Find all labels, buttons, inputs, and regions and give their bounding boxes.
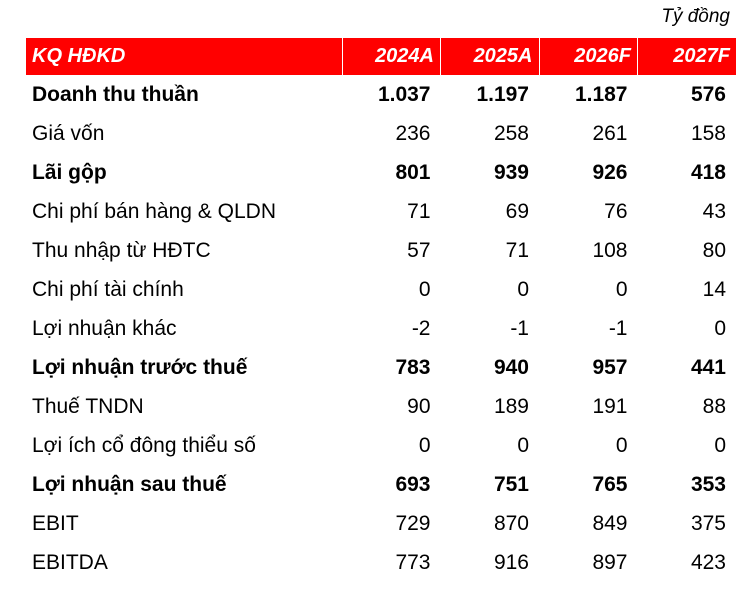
row-label: Thuế TNDN <box>32 394 144 418</box>
row-value: 80 <box>702 238 726 262</box>
row-value: 0 <box>418 433 431 457</box>
row-value: 576 <box>690 82 726 106</box>
row-value: 0 <box>714 433 726 457</box>
header-year: 2025A <box>440 38 540 75</box>
row-value: 108 <box>592 238 628 262</box>
row-value: -2 <box>411 316 431 340</box>
unit-label: Tỷ đồng <box>661 6 730 27</box>
row-value: 14 <box>702 277 726 301</box>
table-row: Thu nhập từ HĐTC 57 71 108 80 <box>26 231 736 270</box>
row-value: 849 <box>592 511 628 535</box>
row-label: Giá vốn <box>32 121 105 145</box>
table-row: Lợi nhuận trước thuế 783 940 957 441 <box>26 348 736 387</box>
row-value: 423 <box>690 550 726 574</box>
row-value: 1.187 <box>574 82 628 106</box>
row-label: Chi phí tài chính <box>32 277 184 301</box>
row-label: EBITDA <box>32 550 108 574</box>
row-value: 0 <box>615 433 628 457</box>
row-value: 751 <box>493 472 529 496</box>
row-value: 916 <box>493 550 529 574</box>
row-value: 236 <box>395 121 431 145</box>
row-label: EBIT <box>32 511 79 535</box>
row-value: 261 <box>592 121 628 145</box>
row-value: 69 <box>505 199 529 223</box>
table-body: Doanh thu thuần 1.037 1.197 1.187 576 Giá vốn… <box>26 75 736 582</box>
row-value: 57 <box>407 238 431 262</box>
table-header-row: KQ HĐKD 2024A 2025A 2026F 2027F <box>26 38 736 75</box>
table-row: Chi phí bán hàng & QLDN 71 69 76 43 <box>26 192 736 231</box>
row-value: 1.037 <box>377 82 431 106</box>
row-value: 418 <box>690 160 726 184</box>
row-value: 88 <box>702 394 726 418</box>
row-value: -1 <box>608 316 628 340</box>
row-value: 0 <box>714 316 726 340</box>
table-row: Lợi ích cổ đông thiểu số 0 0 0 0 <box>26 426 736 465</box>
row-value: 0 <box>418 277 431 301</box>
row-value: 693 <box>395 472 431 496</box>
row-label: Chi phí bán hàng & QLDN <box>32 199 276 223</box>
row-value: 158 <box>690 121 726 145</box>
row-value: 729 <box>395 511 431 535</box>
table-row: Lãi gộp 801 939 926 418 <box>26 153 736 192</box>
row-value: 441 <box>690 355 726 379</box>
row-value: 940 <box>493 355 529 379</box>
row-value: 0 <box>615 277 628 301</box>
table-row: Thuế TNDN 90 189 191 88 <box>26 387 736 426</box>
header-year: 2026F <box>539 38 638 75</box>
table-row: Lợi nhuận sau thuế 693 751 765 353 <box>26 465 736 504</box>
row-label: Lợi nhuận khác <box>32 316 177 340</box>
row-value: 939 <box>493 160 529 184</box>
row-value: 801 <box>395 160 431 184</box>
row-value: 71 <box>505 238 529 262</box>
row-value: 926 <box>592 160 628 184</box>
row-label: Lợi nhuận trước thuế <box>32 355 248 379</box>
row-label: Lợi ích cổ đông thiểu số <box>32 433 256 457</box>
row-value: 783 <box>395 355 431 379</box>
header-year: 2024A <box>342 38 441 75</box>
row-value: 90 <box>407 394 431 418</box>
row-value: 189 <box>493 394 529 418</box>
table-row: Giá vốn 236 258 261 158 <box>26 114 736 153</box>
row-value: 957 <box>592 355 628 379</box>
row-label: Thu nhập từ HĐTC <box>32 238 211 262</box>
row-value: 43 <box>702 199 726 223</box>
row-value: 76 <box>604 199 628 223</box>
row-value: 773 <box>395 550 431 574</box>
row-value: 71 <box>407 199 431 223</box>
table-row: Lợi nhuận khác -2 -1 -1 0 <box>26 309 736 348</box>
row-value: -1 <box>510 316 529 340</box>
row-value: 191 <box>592 394 628 418</box>
header-label: KQ HĐKD <box>26 38 343 75</box>
row-label: Lãi gộp <box>32 160 107 184</box>
row-value: 0 <box>517 433 529 457</box>
row-value: 0 <box>517 277 529 301</box>
income-statement-table: KQ HĐKD 2024A 2025A 2026F 2027F Doanh th… <box>26 38 736 582</box>
row-value: 1.197 <box>476 82 529 106</box>
row-value: 897 <box>592 550 628 574</box>
table-row: EBIT 729 870 849 375 <box>26 504 736 543</box>
table-row: EBITDA 773 916 897 423 <box>26 543 736 582</box>
row-label: Doanh thu thuần <box>32 82 199 106</box>
row-value: 765 <box>592 472 628 496</box>
row-value: 258 <box>493 121 529 145</box>
header-year: 2027F <box>637 38 736 75</box>
row-value: 375 <box>690 511 726 535</box>
row-label: Lợi nhuận sau thuế <box>32 472 227 496</box>
table-row: Doanh thu thuần 1.037 1.197 1.187 576 <box>26 75 736 114</box>
table-row: Chi phí tài chính 0 0 0 14 <box>26 270 736 309</box>
row-value: 353 <box>690 472 726 496</box>
row-value: 870 <box>493 511 529 535</box>
